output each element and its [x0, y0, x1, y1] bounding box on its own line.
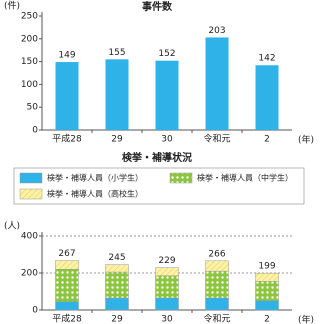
legend-swatch	[19, 172, 43, 184]
bar-segment	[205, 270, 229, 299]
bar-segment	[55, 260, 79, 270]
bar-segment	[105, 271, 129, 299]
legend-swatch	[169, 172, 193, 184]
bar-segment	[255, 272, 279, 282]
y-tick-label: 250	[21, 12, 38, 22]
y-tick-label: 0	[32, 126, 38, 136]
legend-label: 検挙・補導人員（中学生）	[197, 173, 293, 183]
total-label: 266	[208, 249, 225, 259]
x-tick-label: 2	[264, 315, 270, 324]
y-axis-label: (件)	[4, 0, 20, 12]
x-tick-label: 29	[111, 135, 123, 145]
bar-segment	[105, 297, 129, 311]
x-tick-label: 平成28	[52, 133, 82, 145]
bar	[55, 62, 79, 130]
chart-title: 事件数	[142, 0, 173, 13]
x-tick-label: 29	[111, 315, 123, 324]
bar-segment	[255, 300, 279, 311]
bar-segment	[155, 297, 179, 311]
data-label: 203	[208, 26, 225, 36]
bar-segment	[55, 269, 79, 302]
x-tick-label: 令和元	[203, 313, 230, 324]
bar-segment	[205, 260, 229, 272]
bar	[205, 37, 229, 130]
x-tick-label: 2	[264, 135, 270, 145]
x-tick-label: 30	[161, 135, 173, 145]
x-axis-label: (年)	[298, 134, 314, 146]
bar-segment	[155, 275, 179, 299]
legend-swatch	[19, 188, 43, 200]
y-tick-label: 200	[21, 269, 38, 279]
y-tick-label: 200	[21, 34, 38, 44]
total-label: 267	[58, 249, 75, 259]
y-tick-label: 100	[21, 80, 38, 90]
bar-segment	[255, 281, 279, 302]
x-tick-label: 令和元	[203, 133, 230, 145]
data-label: 149	[58, 51, 75, 61]
chart-title: 検挙・補導状況	[122, 151, 192, 164]
bar-segment	[55, 301, 79, 311]
bar	[255, 65, 279, 130]
data-label: 152	[158, 49, 175, 59]
total-label: 245	[108, 253, 125, 263]
x-tick-label: 30	[161, 315, 173, 324]
bar-segment	[155, 267, 179, 277]
x-tick-label: 平成28	[52, 313, 82, 324]
y-tick-label: 400	[21, 232, 38, 242]
data-label: 142	[258, 54, 275, 64]
legend-label: 検挙・補導人員（小学生）	[47, 173, 143, 183]
y-tick-label: 150	[21, 57, 38, 67]
legend-box	[13, 167, 305, 205]
data-label: 155	[108, 48, 125, 58]
legend-label: 検挙・補導人員（高校生）	[47, 189, 143, 199]
y-tick-label: 50	[27, 103, 39, 113]
bar-segment	[205, 297, 229, 311]
bar	[105, 59, 129, 130]
x-axis-label: (年)	[298, 314, 314, 324]
bar	[155, 60, 179, 130]
bar-segment	[105, 264, 129, 273]
y-tick-label: 0	[32, 306, 38, 316]
y-axis-label: (人)	[4, 221, 20, 232]
total-label: 199	[258, 262, 275, 272]
total-label: 229	[158, 256, 175, 266]
